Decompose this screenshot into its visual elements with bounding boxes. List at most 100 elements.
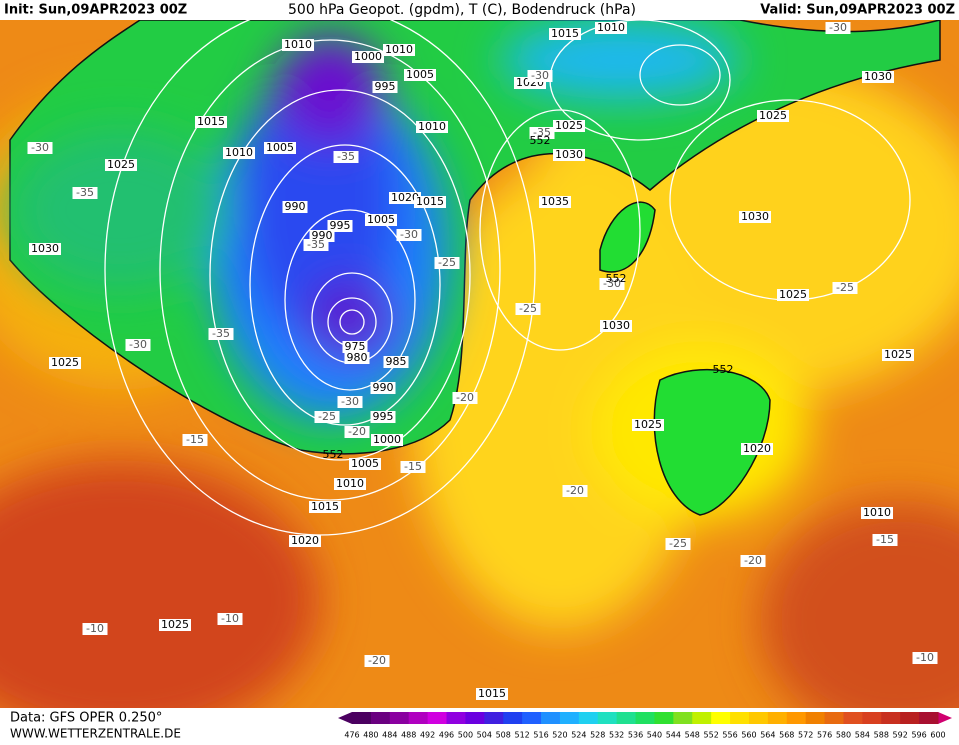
isobar-label: 1030 xyxy=(555,148,583,161)
isobar-label: 1015 xyxy=(197,115,225,128)
isobar-label: 1015 xyxy=(311,500,339,513)
colorbar-segment xyxy=(352,712,372,724)
colorbar-segment xyxy=(692,712,712,724)
temperature-label-box xyxy=(452,392,478,404)
isobar-label: 1015 xyxy=(551,27,579,40)
map xyxy=(0,4,959,740)
temperature-label-box xyxy=(740,555,766,567)
temperature-label: -35 xyxy=(76,186,94,199)
colorbar-segment xyxy=(597,712,618,724)
colorbar-tick-label: 560 xyxy=(741,731,756,740)
isobar-label-box xyxy=(342,341,368,353)
isobar-label: 1025 xyxy=(107,158,135,171)
isobar-label-box xyxy=(370,382,396,394)
temperature-label-box xyxy=(599,278,625,290)
colorbar-segment xyxy=(559,712,580,724)
temperature-label-box xyxy=(515,303,541,315)
isobar-label-box xyxy=(632,419,664,431)
colorbar-tick-label: 588 xyxy=(874,731,889,740)
colorbar-tick-label: 500 xyxy=(458,731,473,740)
isobar-label: 1030 xyxy=(602,319,630,332)
isobar-label-box xyxy=(223,147,255,159)
isobar-label: 1025 xyxy=(759,109,787,122)
colorbar-tick-label: 480 xyxy=(363,731,378,740)
isobar-label-box xyxy=(414,196,446,208)
temperature-label-box xyxy=(872,534,898,546)
isobar-label-box xyxy=(757,110,789,122)
colorbar-segment xyxy=(767,712,788,724)
temperature-label: -30 xyxy=(603,277,621,290)
isobar-label-box xyxy=(282,201,308,213)
temperature-label: -20 xyxy=(348,425,366,438)
geopotential-label: 552 xyxy=(606,272,627,285)
isobar-label: 995 xyxy=(330,219,351,232)
isobar-label: 1005 xyxy=(351,457,379,470)
temperature-label: -30 xyxy=(400,228,418,241)
temperature-label: -25 xyxy=(669,537,687,550)
temperature-label: -30 xyxy=(829,21,847,34)
colorbar-tick-label: 528 xyxy=(590,731,605,740)
isobar-label-box xyxy=(739,211,771,223)
temperature-label-box xyxy=(912,652,938,664)
isobar-label: 990 xyxy=(285,200,306,213)
colorbar-segment xyxy=(673,712,693,724)
isobar-label-box xyxy=(309,501,341,513)
isobar-label: 1005 xyxy=(367,213,395,226)
isobar-label: 1010 xyxy=(597,21,625,34)
temperature-label-box xyxy=(527,70,553,82)
isobar-label-box xyxy=(195,116,227,128)
isobar-label-box xyxy=(344,352,370,364)
temperature-label-box xyxy=(665,538,691,550)
temperature-label-box xyxy=(562,485,588,497)
isobar-label: 1015 xyxy=(416,195,444,208)
temperature-label-box xyxy=(825,22,851,34)
isobar-label-box xyxy=(349,458,381,470)
isobar-label-box xyxy=(777,289,809,301)
colorbar-tick-label: 576 xyxy=(817,731,832,740)
temperature-label: -20 xyxy=(368,654,386,667)
temperature-label: -20 xyxy=(566,484,584,497)
colorbar-tick-label: 568 xyxy=(779,731,794,740)
temperature-label-box xyxy=(337,396,363,408)
colorbar-segment xyxy=(389,712,410,724)
colorbar-tick-label: 476 xyxy=(344,731,359,740)
colorbar-segment xyxy=(522,712,542,724)
isobar-label-box xyxy=(600,320,632,332)
colorbar-tick-label: 564 xyxy=(760,731,775,740)
isobar-label-box xyxy=(553,149,585,161)
isobar-label: 1025 xyxy=(634,418,662,431)
isobar-label: 1020 xyxy=(391,191,419,204)
temperature-label: -25 xyxy=(438,256,456,269)
colorbar-tick-label: 584 xyxy=(855,731,870,740)
colorbar-segment xyxy=(427,712,448,724)
isobar-label-box xyxy=(549,28,581,40)
colorbar-segment xyxy=(730,712,750,724)
temperature-label: -30 xyxy=(129,338,147,351)
isobar-label: 1005 xyxy=(266,141,294,154)
colorbar-segment xyxy=(446,712,466,724)
colorbar-segment xyxy=(465,712,485,724)
colorbar-tick-label: 512 xyxy=(514,731,529,740)
colorbar-segment xyxy=(881,712,901,724)
colorbar-arrow-low xyxy=(338,712,352,724)
temperature-label-box xyxy=(434,257,460,269)
isobar-label: 1005 xyxy=(406,68,434,81)
colorbar-segment xyxy=(541,712,561,724)
isobar-label: 1025 xyxy=(555,119,583,132)
colorbar-tick-label: 488 xyxy=(401,731,416,740)
temperature-label: -10 xyxy=(221,612,239,625)
colorbar-tick-label: 532 xyxy=(609,731,624,740)
colorbar-segment xyxy=(578,712,599,724)
isobar-label-box xyxy=(539,196,571,208)
isobar-label-box xyxy=(327,220,353,232)
isobar-label: 995 xyxy=(373,410,394,423)
isobar-label-box xyxy=(861,507,893,519)
temperature-label: -30 xyxy=(341,395,359,408)
temperature-label-box xyxy=(344,426,370,438)
isobar-label-box xyxy=(282,39,314,51)
init-time: Init: Sun,09APR2023 00Z xyxy=(4,3,187,18)
geopotential-label: 552 xyxy=(323,448,344,461)
colorbar-tick-label: 496 xyxy=(439,731,454,740)
isobar-label: 1030 xyxy=(741,210,769,223)
map-title: 500 hPa Geopot. (gpdm), T (C), Bodendruc… xyxy=(288,2,636,18)
